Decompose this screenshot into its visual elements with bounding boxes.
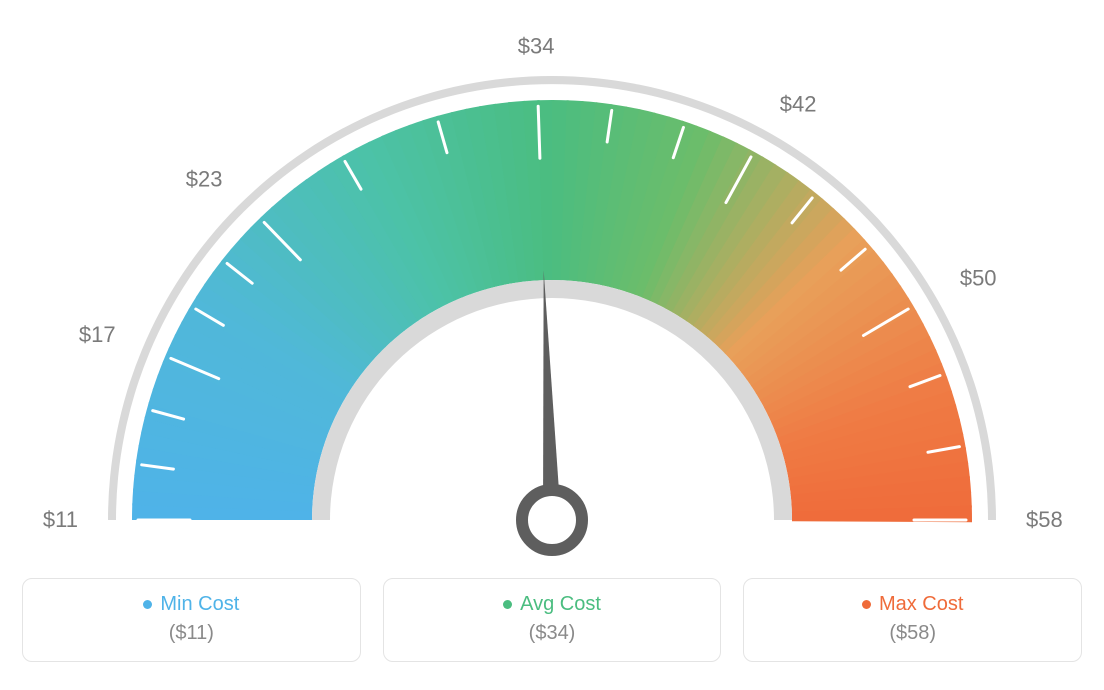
legend-dot-icon [143,600,152,609]
legend-label: Avg Cost [520,593,601,616]
gauge-tick-label: $58 [1026,507,1063,532]
gauge-needle [543,270,561,520]
legend-card: Min Cost ($11) [22,578,361,662]
gauge-tick-label: $17 [79,322,116,347]
legend-title: Min Cost [143,593,239,616]
cost-gauge: $11 $17 $23 $34 $42 $50 $58 [22,20,1082,560]
gauge-tick-label: $42 [780,91,817,116]
gauge-tick-label: $34 [518,33,555,58]
legend-label: Max Cost [879,593,963,616]
gauge-tick-label: $11 [43,507,78,532]
legend-row: Min Cost ($11) Avg Cost ($34) Max Cost ($58) [22,578,1082,662]
legend-card: Avg Cost ($34) [383,578,722,662]
legend-title: Avg Cost [503,593,601,616]
gauge-tick-label: $50 [960,265,997,290]
gauge-needle-hub [522,490,582,550]
legend-dot-icon [862,600,871,609]
gauge-tick-label: $23 [186,166,223,191]
legend-label: Min Cost [160,593,239,616]
legend-card: Max Cost ($58) [743,578,1082,662]
legend-value: ($58) [754,622,1071,645]
legend-value: ($34) [394,622,711,645]
legend-title: Max Cost [862,593,963,616]
legend-dot-icon [503,600,512,609]
gauge-svg: $11 $17 $23 $34 $42 $50 $58 [22,20,1082,560]
legend-value: ($11) [33,622,350,645]
